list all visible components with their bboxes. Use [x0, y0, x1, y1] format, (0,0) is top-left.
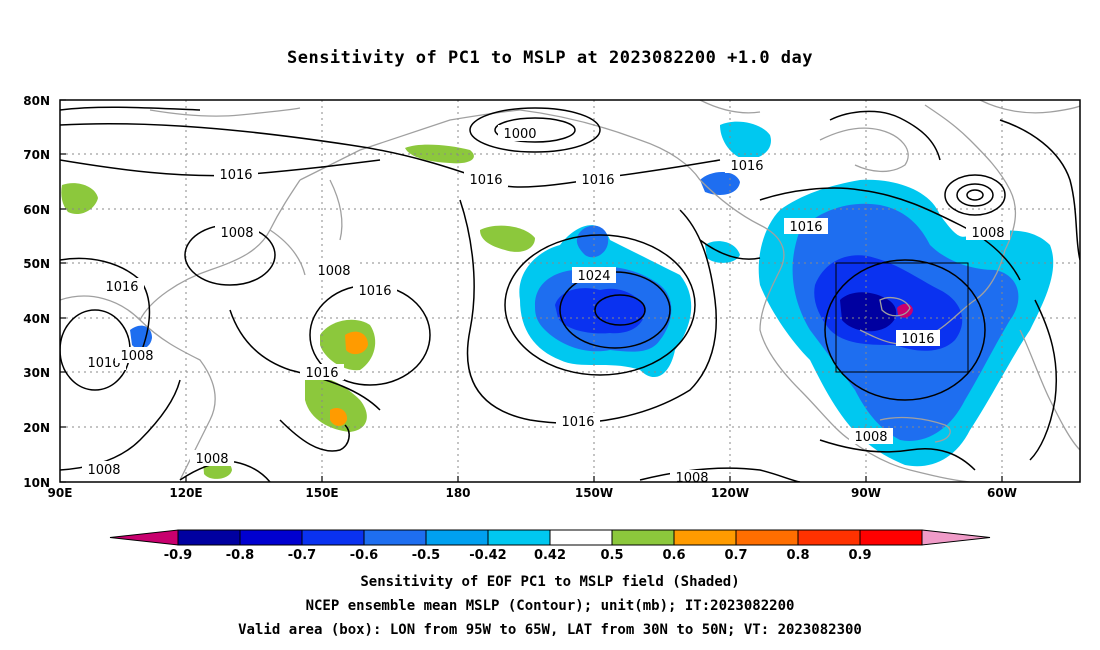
colorbar-tick-label: 0.9 — [848, 548, 871, 563]
colorbar-segment — [797, 529, 861, 546]
lat-tick-label: 60N — [23, 203, 50, 217]
contour-label: 1016 — [789, 220, 822, 235]
shade-neg-na-small3 — [705, 241, 740, 263]
colorbar-tick-label: -0.7 — [288, 548, 316, 563]
shade-neg-west-small — [130, 325, 152, 350]
chart-title: Sensitivity of PC1 to MSLP at 2023082200… — [286, 48, 813, 68]
colorbar-tick-label: 0.6 — [662, 548, 685, 563]
colorbar-tick-label: 0.5 — [600, 548, 623, 563]
contour-label: 1008 — [87, 463, 120, 478]
lat-axis: 80N 70N 60N 50N 40N 30N 20N 10N — [23, 94, 50, 490]
lat-tick-label: 40N — [23, 312, 50, 326]
colorbar-segment — [425, 529, 489, 546]
contour-label: 1016 — [561, 415, 594, 430]
colorbar-segment — [363, 529, 427, 546]
colorbar-segment — [549, 529, 613, 546]
lon-tick-label: 150E — [305, 486, 338, 500]
contour-label: 1008 — [120, 349, 153, 364]
shade-pos-green-5 — [61, 183, 98, 215]
shade-pos-green-2 — [305, 376, 367, 432]
contour-label: 1008 — [317, 264, 350, 279]
lat-tick-label: 30N — [23, 366, 50, 380]
contour-label: 1000 — [503, 127, 536, 142]
contour-label: 1008 — [195, 452, 228, 467]
contour-label: 1008 — [854, 430, 887, 445]
lat-tick-label: 10N — [23, 476, 50, 490]
colorbar-tick-label: -0.6 — [350, 548, 378, 563]
contour-label: 1016 — [105, 280, 138, 295]
lon-tick-label: 180 — [445, 486, 470, 500]
contour-label: 1016 — [87, 356, 120, 371]
lon-tick-label: 90E — [48, 486, 73, 500]
shade-neg-pacific-dark — [555, 288, 645, 334]
colorbar-segment — [673, 529, 737, 546]
valid-area-box — [835, 262, 969, 373]
lon-tick-label: 60W — [987, 486, 1017, 500]
shade-pos-orange-2 — [330, 408, 348, 426]
shade-neg-na-small1 — [700, 172, 740, 195]
shade-pos-orange-1 — [345, 331, 368, 355]
contour-label: 1016 — [901, 332, 934, 347]
contour-label: 1016 — [730, 159, 763, 174]
colorbar-right-arrow — [921, 529, 991, 546]
colorbar-segment — [859, 529, 923, 546]
colorbar-tick-label: 0.8 — [786, 548, 809, 563]
colorbar-segment — [611, 529, 675, 546]
colorbar-segment — [239, 529, 303, 546]
lon-tick-label: 150W — [575, 486, 613, 500]
contour-label: 1024 — [577, 269, 610, 284]
colorbar-segment — [301, 529, 365, 546]
lon-tick-label: 120W — [711, 486, 749, 500]
shaded-field — [61, 121, 1054, 479]
colorbar-tick-label: -0.8 — [226, 548, 254, 563]
colorbar-tick-label: -0.42 — [469, 548, 506, 563]
caption-line-1: Sensitivity of EOF PC1 to MSLP field (Sh… — [360, 574, 740, 590]
colorbar-left-arrow — [109, 529, 179, 546]
contour-label: 1008 — [220, 226, 253, 241]
contour-label: 1016 — [305, 366, 338, 381]
plot-frame — [59, 99, 1081, 483]
shade-neg-pacific-small — [576, 225, 609, 258]
contour-label: 1016 — [581, 173, 614, 188]
shade-neg-na-darkest — [840, 292, 897, 332]
contour-label: 1008 — [675, 471, 708, 486]
contour-label: 1016 — [219, 168, 252, 183]
lon-tick-label: 120E — [169, 486, 202, 500]
colorbar-segment — [735, 529, 799, 546]
contour-label: 1016 — [358, 284, 391, 299]
tick-marks — [60, 99, 1003, 483]
lon-tick-label: 90W — [851, 486, 881, 500]
lat-tick-label: 50N — [23, 257, 50, 271]
contour-label: 1016 — [469, 173, 502, 188]
lat-tick-label: 70N — [23, 148, 50, 162]
coastlines — [60, 100, 1080, 482]
colorbar-segment — [487, 529, 551, 546]
colorbar-tick-label: -0.9 — [164, 548, 192, 563]
lat-tick-label: 20N — [23, 421, 50, 435]
contour-labels: 1000 1016 1016 1016 1016 1016 1008 1008 … — [82, 125, 1010, 486]
colorbar: -0.9 -0.8 -0.7 -0.6 -0.5 -0.42 0.42 0.5 0.6 0.7 0.… — [109, 529, 991, 563]
caption-line-2: NCEP ensemble mean MSLP (Contour); unit(… — [305, 598, 795, 614]
colorbar-tick-label: 0.42 — [534, 548, 566, 563]
colorbar-tick-label: 0.7 — [724, 548, 747, 563]
caption-line-3: Valid area (box): LON from 95W to 65W, L… — [238, 622, 862, 638]
lat-tick-label: 80N — [23, 94, 50, 108]
lon-axis: 90E 120E 150E 180 150W 120W 90W 60W — [48, 486, 1017, 500]
contour-label: 1008 — [971, 226, 1004, 241]
shade-pos-green-3 — [480, 225, 535, 252]
colorbar-segment — [177, 529, 241, 546]
colorbar-tick-label: -0.5 — [412, 548, 440, 563]
shade-neg-na-small2 — [720, 121, 771, 160]
